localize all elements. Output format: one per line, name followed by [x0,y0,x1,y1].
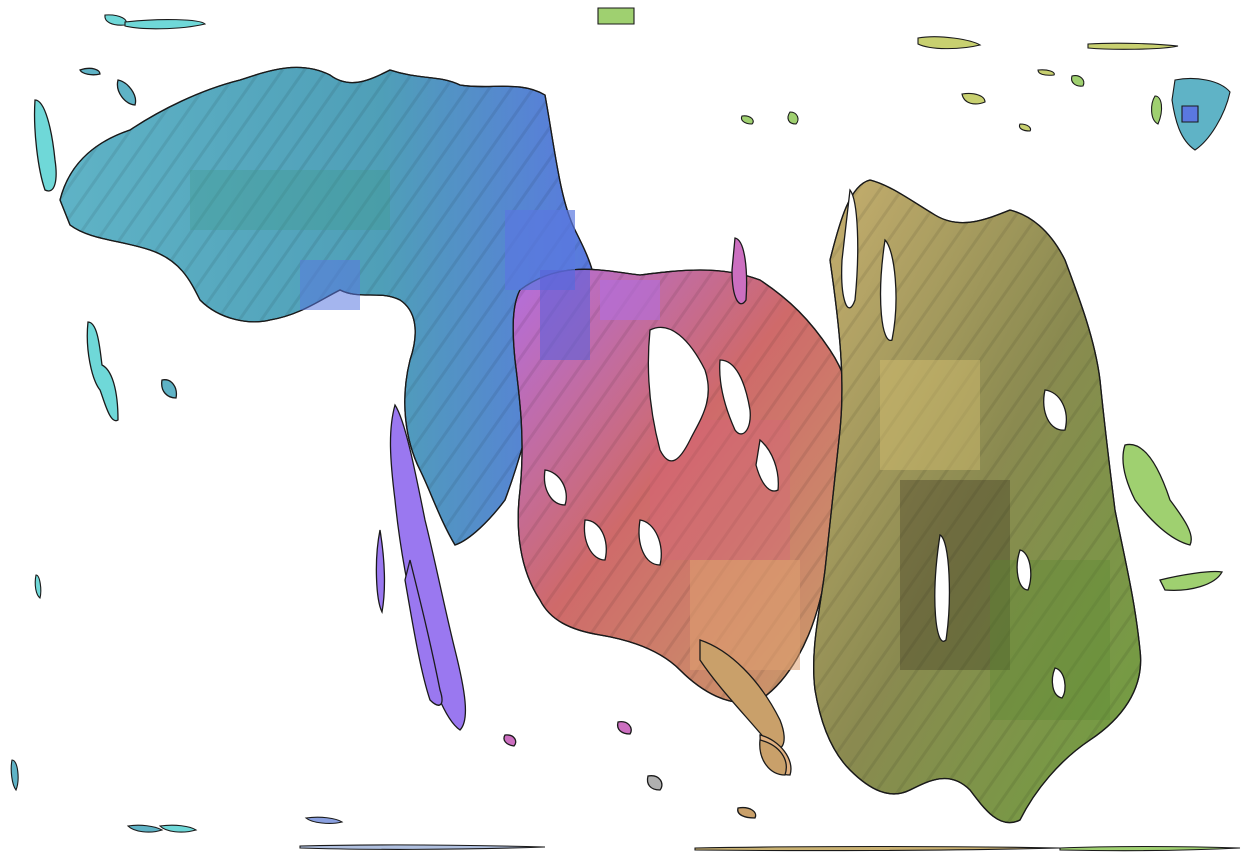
region-center-red [503,210,855,791]
region-west-teal [33,66,597,731]
scattered-fragments [10,7,1241,852]
region-east-green [737,179,1224,824]
